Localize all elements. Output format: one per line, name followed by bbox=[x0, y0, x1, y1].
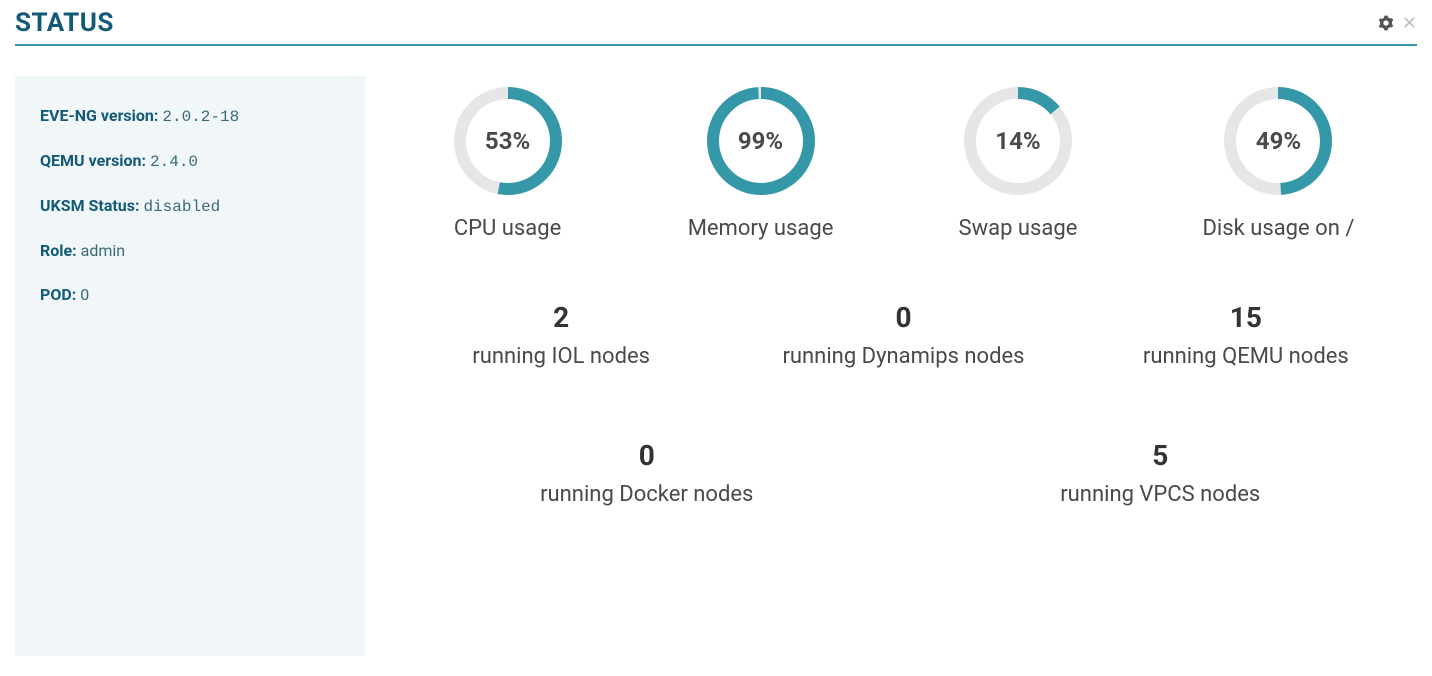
gauge-label: Memory usage bbox=[688, 216, 834, 241]
stat-label: running VPCS nodes bbox=[929, 482, 1391, 507]
info-value: 2.0.2-18 bbox=[162, 108, 239, 126]
gauge-label: Disk usage on / bbox=[1202, 216, 1354, 241]
info-label: Role: bbox=[40, 241, 77, 260]
stat-docker: 0 running Docker nodes bbox=[416, 439, 878, 507]
info-label: QEMU version: bbox=[40, 151, 146, 170]
stats-row-1: 2 running IOL nodes 0 running Dynamips n… bbox=[390, 301, 1417, 369]
info-row-uksm: UKSM Status: disabled bbox=[40, 196, 340, 216]
gauge-percent: 99% bbox=[738, 127, 783, 155]
info-label: POD: bbox=[40, 285, 76, 304]
stat-value: 5 bbox=[929, 439, 1391, 472]
stat-value: 15 bbox=[1075, 301, 1417, 334]
page-header: STATUS ✕ bbox=[15, 0, 1417, 46]
stats-row-2: 0 running Docker nodes 5 running VPCS no… bbox=[390, 439, 1417, 507]
gauge-memory: 99% Memory usage bbox=[688, 86, 834, 241]
info-value: 2.4.0 bbox=[150, 153, 198, 171]
gear-icon[interactable] bbox=[1378, 15, 1394, 31]
stat-label: running Docker nodes bbox=[416, 482, 878, 507]
stat-iol: 2 running IOL nodes bbox=[390, 301, 732, 369]
gauges-row: 53% CPU usage 99% Memory usage bbox=[390, 86, 1417, 241]
sidebar: EVE-NG version: 2.0.2-18 QEMU version: 2… bbox=[15, 76, 365, 656]
info-value: 0 bbox=[80, 285, 89, 304]
stat-value: 0 bbox=[416, 439, 878, 472]
stat-dynamips: 0 running Dynamips nodes bbox=[732, 301, 1074, 369]
info-row-pod: POD: 0 bbox=[40, 285, 340, 304]
gauge-swap: 14% Swap usage bbox=[959, 86, 1078, 241]
gauge-percent: 49% bbox=[1256, 127, 1301, 155]
gauge-circle: 14% bbox=[963, 86, 1073, 196]
stat-value: 2 bbox=[390, 301, 732, 334]
gauge-circle: 53% bbox=[453, 86, 563, 196]
stat-vpcs: 5 running VPCS nodes bbox=[929, 439, 1391, 507]
gauge-circle: 49% bbox=[1223, 86, 1333, 196]
gauge-percent: 14% bbox=[995, 127, 1040, 155]
gauge-circle: 99% bbox=[706, 86, 816, 196]
main-area: 53% CPU usage 99% Memory usage bbox=[390, 76, 1417, 656]
stat-qemu: 15 running QEMU nodes bbox=[1075, 301, 1417, 369]
info-row-eve-ng: EVE-NG version: 2.0.2-18 bbox=[40, 106, 340, 126]
stat-label: running QEMU nodes bbox=[1075, 344, 1417, 369]
page-title: STATUS bbox=[15, 8, 114, 38]
info-value: admin bbox=[81, 241, 125, 260]
info-value: disabled bbox=[143, 198, 220, 216]
info-row-role: Role: admin bbox=[40, 241, 340, 260]
stat-label: running Dynamips nodes bbox=[732, 344, 1074, 369]
content: EVE-NG version: 2.0.2-18 QEMU version: 2… bbox=[15, 76, 1417, 656]
stat-label: running IOL nodes bbox=[390, 344, 732, 369]
gauge-disk: 49% Disk usage on / bbox=[1202, 86, 1354, 241]
info-label: UKSM Status: bbox=[40, 196, 139, 215]
gauge-label: CPU usage bbox=[453, 216, 563, 241]
stat-value: 0 bbox=[732, 301, 1074, 334]
gauge-percent: 53% bbox=[485, 127, 530, 155]
info-label: EVE-NG version: bbox=[40, 106, 158, 125]
info-row-qemu: QEMU version: 2.4.0 bbox=[40, 151, 340, 171]
header-actions: ✕ bbox=[1378, 13, 1417, 34]
close-icon[interactable]: ✕ bbox=[1402, 13, 1417, 34]
gauge-cpu: 53% CPU usage bbox=[453, 86, 563, 241]
gauge-label: Swap usage bbox=[959, 216, 1078, 241]
